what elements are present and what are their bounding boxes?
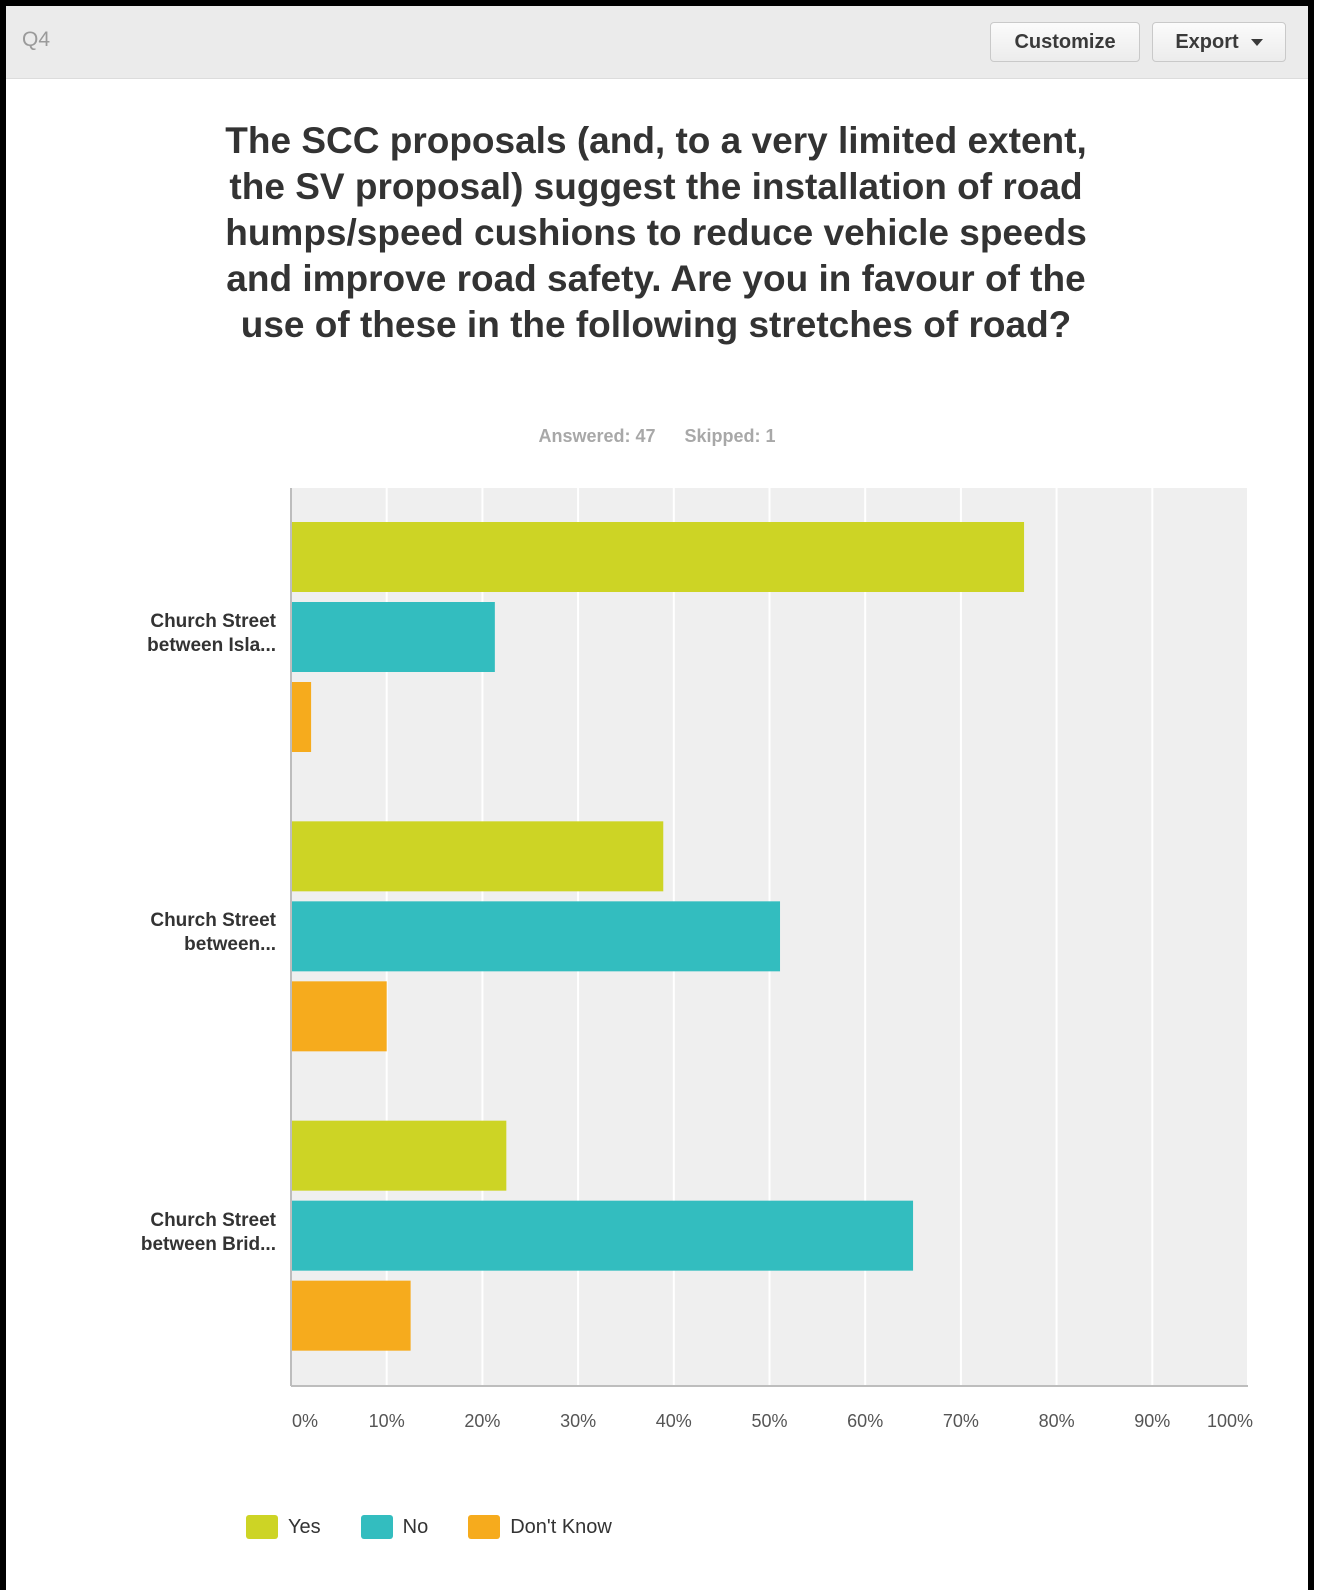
question-number: Q4 xyxy=(22,28,51,51)
legend-item[interactable]: No xyxy=(360,1515,429,1539)
legend-label: Don't Know xyxy=(510,1515,612,1538)
x-tick-label: 40% xyxy=(655,1411,692,1431)
bar-don-t-know-1[interactable] xyxy=(291,682,312,752)
x-tick-label: 70% xyxy=(942,1411,979,1431)
skipped-count: Skipped: 1 xyxy=(684,426,776,446)
x-tick-label: 100% xyxy=(1206,1411,1254,1431)
x-tick-label: 60% xyxy=(847,1411,884,1431)
x-tick-label: 50% xyxy=(751,1411,788,1431)
legend-swatch xyxy=(246,1515,278,1539)
export-button[interactable]: Export xyxy=(1152,22,1286,62)
legend-item[interactable]: Don't Know xyxy=(468,1515,612,1539)
x-tick-label: 10% xyxy=(368,1411,405,1431)
bar-don-t-know-2[interactable] xyxy=(291,981,387,1052)
bar-yes-2[interactable] xyxy=(291,821,664,892)
customize-button-label: Customize xyxy=(1014,30,1116,53)
x-tick-label: 90% xyxy=(1134,1411,1171,1431)
legend-item[interactable]: Yes xyxy=(246,1515,321,1539)
legend-swatch xyxy=(360,1515,393,1539)
bar-chart xyxy=(290,488,1249,1387)
category-label: between Isla... xyxy=(147,635,276,656)
category-label: Church Street xyxy=(150,1209,276,1231)
legend-swatch xyxy=(468,1515,501,1539)
answered-count: Answered: 47 xyxy=(538,426,656,446)
bar-yes-1[interactable] xyxy=(291,522,1025,592)
question-header: Q4 Customize Export xyxy=(6,6,1308,79)
bar-no-1[interactable] xyxy=(291,602,495,672)
bar-yes-3[interactable] xyxy=(291,1120,507,1191)
category-label: between Brid... xyxy=(140,1233,276,1255)
bar-don-t-know-3[interactable] xyxy=(291,1280,411,1351)
bar-no-3[interactable] xyxy=(291,1200,914,1271)
category-label: Church Street xyxy=(150,611,276,632)
x-tick-label: 20% xyxy=(464,1411,501,1431)
chart-legend: Yes No Don't Know xyxy=(246,1512,652,1542)
export-button-label: Export xyxy=(1175,30,1239,53)
customize-button[interactable]: Customize xyxy=(990,22,1140,62)
response-stats: Answered: 47 Skipped: 1 xyxy=(6,426,1308,447)
category-label: Church Street xyxy=(150,910,276,932)
chevron-down-icon xyxy=(1250,38,1263,46)
legend-label: Yes xyxy=(288,1515,321,1538)
question-title: The SCC proposals (and, to a very limite… xyxy=(225,120,1087,345)
x-tick-label: 0% xyxy=(291,1411,318,1431)
bar-no-2[interactable] xyxy=(291,901,781,972)
x-tick-label: 30% xyxy=(560,1411,597,1431)
x-tick-label: 80% xyxy=(1038,1411,1075,1431)
legend-label: No xyxy=(402,1515,429,1538)
category-label: between... xyxy=(184,934,276,956)
